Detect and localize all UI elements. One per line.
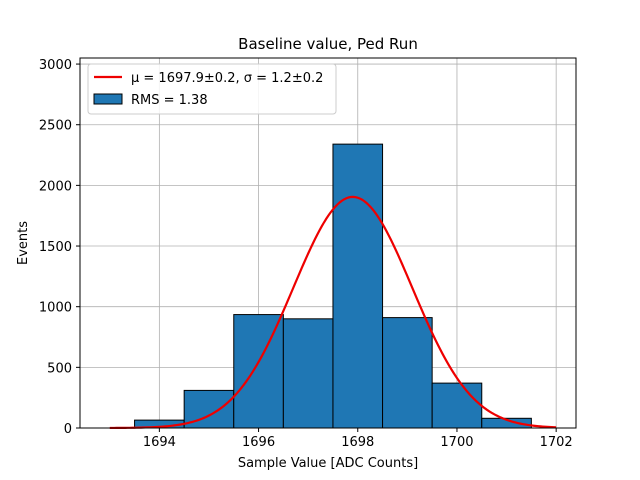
x-axis-label: Sample Value [ADC Counts] bbox=[238, 456, 418, 471]
y-tick-label: 1500 bbox=[39, 240, 72, 255]
x-tick-label: 1698 bbox=[341, 435, 374, 450]
legend: μ = 1697.9±0.2, σ = 1.2±0.2 RMS = 1.38 bbox=[87, 63, 337, 115]
y-tick-label: 3000 bbox=[39, 58, 72, 73]
histogram-bar bbox=[431, 382, 483, 429]
y-axis-label: Events bbox=[16, 221, 31, 265]
y-tick-label: 2500 bbox=[39, 119, 72, 134]
y-tick-label: 1000 bbox=[39, 301, 72, 316]
x-tick-label: 1696 bbox=[242, 435, 275, 450]
plot-frame bbox=[79, 57, 577, 429]
fit-curve bbox=[109, 195, 557, 430]
histogram-bar bbox=[282, 318, 334, 429]
x-tick-label: 1700 bbox=[440, 435, 473, 450]
legend-histogram-label: RMS = 1.38 bbox=[131, 93, 208, 108]
legend-fit-label: μ = 1697.9±0.2, σ = 1.2±0.2 bbox=[131, 71, 323, 86]
histogram-bar bbox=[332, 143, 384, 429]
y-tick-label: 500 bbox=[47, 361, 72, 376]
x-axis-ticks: 1694 1696 1698 1700 1702 bbox=[143, 428, 573, 450]
chart-title: Baseline value, Ped Run bbox=[238, 35, 418, 53]
legend-box bbox=[87, 63, 337, 115]
legend-histogram-swatch bbox=[93, 93, 123, 105]
histogram-bar bbox=[233, 314, 284, 429]
y-tick-label: 2000 bbox=[39, 179, 72, 194]
gaussian-fit bbox=[109, 195, 557, 430]
y-tick-label: 0 bbox=[64, 422, 72, 437]
y-axis-ticks: 0 500 1000 1500 2000 2500 3000 bbox=[39, 58, 80, 437]
histogram-bar bbox=[382, 317, 433, 429]
x-tick-label: 1694 bbox=[143, 435, 176, 450]
x-tick-label: 1702 bbox=[540, 435, 573, 450]
